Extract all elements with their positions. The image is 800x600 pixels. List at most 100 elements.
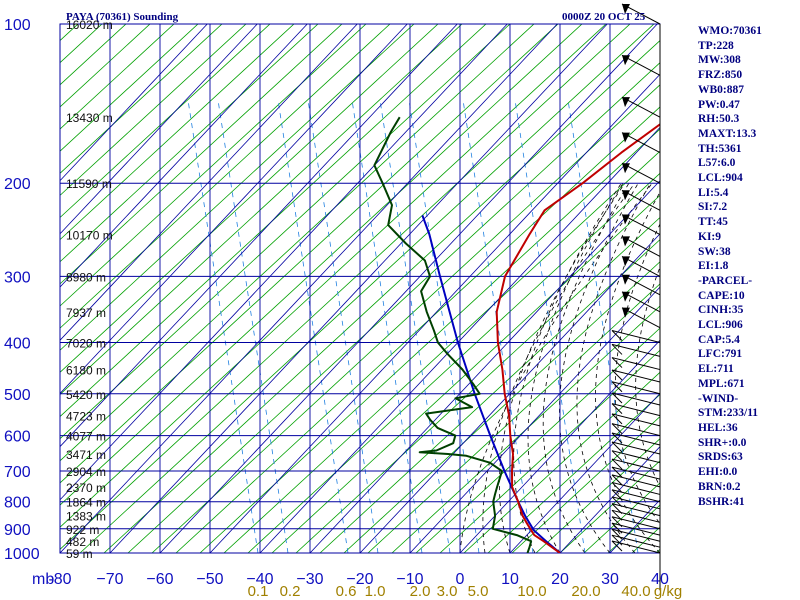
temperature-tick-label: 20	[551, 571, 569, 588]
height-label: 2370 m	[66, 481, 106, 495]
sounding-index-item: CAP:5.4	[698, 333, 740, 346]
mixing-ratio-line	[351, 99, 423, 553]
pressure-tick-label: 700	[4, 464, 31, 481]
dry-adiabat-line	[60, 24, 247, 196]
sounding-index-item: STM:233/11	[698, 407, 759, 420]
wind-flag	[622, 274, 630, 285]
wind-flag	[622, 55, 630, 66]
height-label: 5420 m	[66, 388, 106, 402]
sounding-indices: WMO:70361 TP:228 MW:308 FRZ:850 WB0:887 PW:0.…	[698, 24, 800, 509]
sounding-index-item: HEL:36	[698, 421, 738, 434]
height-label: 6180 m	[66, 364, 106, 378]
sounding-index-item: EL:711	[698, 363, 734, 376]
pressure-tick-label: 400	[4, 335, 31, 352]
wind-flag	[622, 97, 630, 108]
wind-feather	[611, 466, 623, 478]
mixing-ratio-label: 3.0	[437, 583, 458, 600]
chart-title: PAYA (70361) Sounding	[66, 11, 179, 23]
isotherm-line	[559, 446, 660, 553]
temperature-tick-label: 0	[456, 571, 465, 588]
sounding-index-item: TH:5361	[698, 142, 742, 155]
wind-feather	[611, 403, 623, 415]
isotherm-line	[309, 180, 660, 553]
wind-barb	[611, 458, 661, 472]
sounding-index-item: WB0:887	[698, 83, 744, 96]
dry-adiabat-line	[60, 24, 151, 108]
sounding-index-item: SRDS:63	[698, 451, 743, 464]
sounding-index-item: CINH:35	[698, 304, 744, 317]
dry-adiabat-line	[463, 371, 660, 553]
dewpoint-trace	[373, 116, 533, 553]
sounding-index-item: RH:50.3	[698, 113, 740, 126]
pressure-tick-label: 900	[4, 522, 31, 539]
mixing-ratio-lines	[187, 99, 639, 553]
sounding-index-item: TT:45	[698, 216, 728, 229]
wind-feather	[611, 489, 623, 501]
wind-barb	[611, 441, 661, 455]
mixing-ratio-label: 20.0	[571, 583, 600, 600]
wind-barb	[611, 466, 661, 480]
wind-feather	[611, 381, 623, 393]
mixing-ratio-label: 10.0	[517, 583, 546, 600]
wind-feather	[611, 496, 623, 508]
height-label: 16020 m	[66, 18, 113, 32]
mixing-ratio-line	[379, 99, 451, 553]
wind-barb	[611, 522, 661, 536]
isotherm-line	[159, 24, 658, 553]
temperature-tick-label: −70	[96, 571, 123, 588]
wind-barb	[611, 423, 661, 437]
temperature-tick-label: 30	[601, 571, 619, 588]
pressure-tick-label: 1000	[4, 546, 40, 563]
wind-barb	[611, 381, 661, 395]
sounding-index-item: EHI:0.0	[698, 466, 738, 479]
height-label: 1864 m	[66, 496, 106, 510]
isotherm-line	[459, 339, 660, 553]
isotherm-line	[60, 24, 308, 288]
wind-barb	[611, 481, 661, 495]
temperature-tick-label: −50	[196, 571, 223, 588]
height-label: 7937 m	[66, 306, 106, 320]
dry-adiabat-line	[60, 24, 271, 219]
sounding-index-item: EI:1.8	[698, 260, 729, 273]
temperature-tick-label: 10	[501, 571, 519, 588]
height-label: 482 m	[66, 535, 99, 549]
mixing-ratio-line	[567, 99, 639, 553]
mixing-ratio-unit-label: g/kg	[654, 583, 682, 600]
mixing-ratio-label: 0.2	[280, 583, 301, 600]
sounding-index-item: SW:38	[698, 245, 731, 258]
sounding-index-item: FRZ:850	[698, 69, 743, 82]
sounding-index-item: BRN:0.2	[698, 480, 741, 493]
sounding-index-item: LI:5.4	[698, 186, 729, 199]
sounding-index-item: L57:6.0	[698, 157, 736, 170]
pressure-tick-label: 300	[4, 269, 31, 286]
pressure-tick-label: 500	[4, 387, 31, 404]
wind-flag	[622, 132, 630, 143]
sounding-index-item: PW:0.47	[698, 98, 740, 111]
wind-feather	[611, 392, 623, 404]
moist-adiabat-line	[498, 182, 626, 553]
isotherm-line	[60, 24, 458, 448]
wind-feather	[611, 474, 623, 486]
wind-feather	[611, 369, 623, 381]
isotherm-line	[60, 24, 208, 182]
isotherm-line	[60, 24, 558, 553]
wind-feather	[611, 344, 623, 355]
isotherm-line	[60, 24, 408, 395]
dry-adiabat-line	[60, 24, 295, 241]
wind-feather	[611, 482, 623, 493]
dry-adiabat-line	[535, 438, 660, 553]
temperature-tick-label: 40	[651, 571, 669, 588]
sounding-index-item: BSHR:41	[698, 495, 745, 508]
wind-barb	[611, 357, 661, 371]
height-label: 13430 m	[66, 111, 113, 125]
sounding-index-item: MAXT:13.3	[698, 127, 757, 140]
mixing-ratio-line	[307, 99, 379, 553]
moist-adiabats	[459, 182, 660, 553]
wind-feather	[611, 450, 623, 462]
wind-flag	[622, 291, 630, 302]
mixing-ratio-label: 40.0	[621, 583, 650, 600]
mixing-ratio-line	[187, 99, 259, 553]
isotherm-line	[60, 24, 358, 341]
dry-adiabat-line	[60, 24, 199, 152]
height-label: 922 m	[66, 523, 99, 537]
